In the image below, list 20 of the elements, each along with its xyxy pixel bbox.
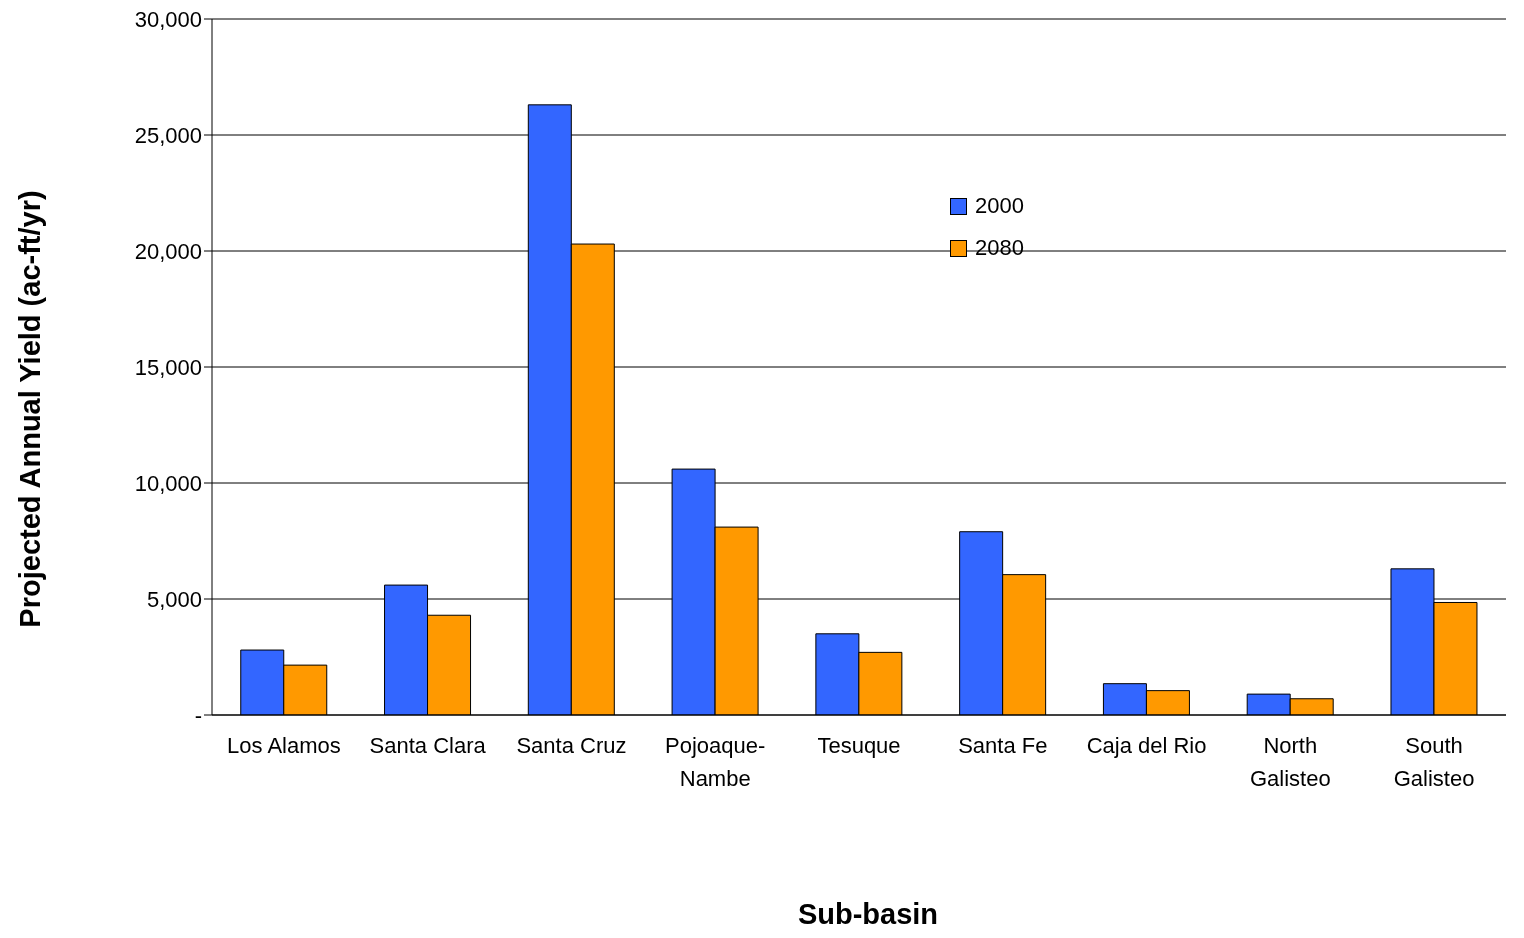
x-axis-title: Sub-basin bbox=[796, 898, 940, 931]
y-axis-title: Projected Annual Yield (ac-ft/yr) bbox=[13, 190, 47, 628]
x-tick-label: Santa Cruz bbox=[516, 733, 627, 758]
x-tick-label: Los Alamos bbox=[227, 733, 341, 758]
y-tick-label: 30,000 bbox=[134, 6, 202, 32]
y-tick-label: - bbox=[194, 702, 202, 728]
x-tick-label: Caja del Rio bbox=[1086, 733, 1207, 758]
x-tick-label: Santa Fe bbox=[958, 733, 1048, 758]
legend-label: 2000 bbox=[975, 193, 1024, 219]
y-tick-label: 15,000 bbox=[134, 354, 202, 380]
x-tick-label: Pojoaque-Nambe bbox=[665, 733, 766, 791]
x-tick-label: South Galisteo bbox=[1393, 733, 1475, 791]
y-tick-label: 25,000 bbox=[134, 122, 202, 148]
y-tick-label: 5,000 bbox=[146, 586, 202, 612]
x-tick-label: North Galisteo bbox=[1249, 733, 1331, 791]
legend-label: 2080 bbox=[975, 235, 1024, 261]
y-tick-label: 10,000 bbox=[134, 470, 202, 496]
x-tick-label: Santa Clara bbox=[369, 733, 487, 758]
x-tick-label: Tesuque bbox=[817, 733, 901, 758]
y-tick-label: 20,000 bbox=[134, 238, 202, 264]
